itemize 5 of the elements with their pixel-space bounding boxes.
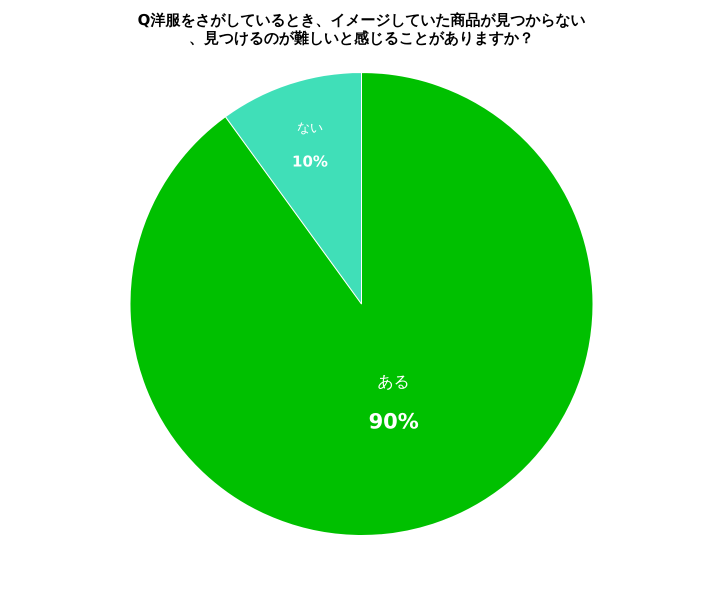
data-label: 10% <box>292 152 328 170</box>
data-label: 90% <box>368 410 419 434</box>
slice-label: ある <box>378 372 410 392</box>
slice-label: ない <box>296 120 323 136</box>
chart-title: Q洋服をさがしているとき、イメージしていた商品が見つからない、見つけるのが難しいと感じることがありますか？ <box>138 10 586 47</box>
